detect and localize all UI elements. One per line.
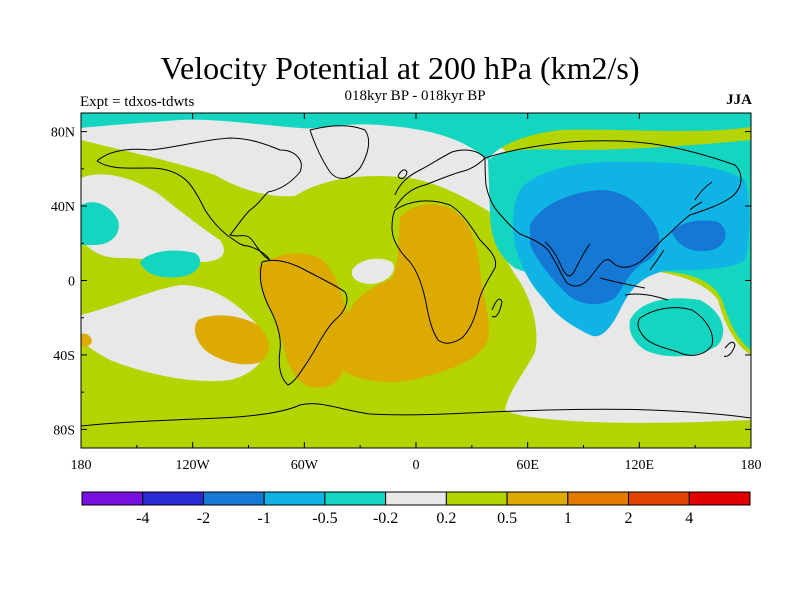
contour-cyan-east-pacific xyxy=(81,202,119,245)
coast-maritime xyxy=(599,249,669,301)
lon-tick-label: 180 xyxy=(741,458,762,473)
colorbar-swatch xyxy=(385,491,447,506)
colorbar-swatch xyxy=(688,491,751,506)
colorbar-swatch xyxy=(263,491,326,506)
coast-greenland xyxy=(309,125,370,179)
lat-tick-label: 80N xyxy=(51,126,75,141)
contour-blue-west-pacific xyxy=(672,220,726,252)
colorbar-swatch xyxy=(324,491,387,506)
colorbar-swatch xyxy=(202,491,265,506)
plot-subtitle: 018kyr BP - 018kyr BP xyxy=(344,88,486,104)
contour-positive-africa xyxy=(340,204,489,383)
coast-antarctica xyxy=(81,403,751,427)
contour-positive-south-america xyxy=(258,253,350,388)
colorbar-swatch xyxy=(506,491,569,506)
colorbar-label: -0.5 xyxy=(312,510,337,527)
contour-neutral-north-america xyxy=(81,113,505,212)
contour-field xyxy=(81,113,751,448)
colorbar-label: 0.5 xyxy=(497,510,517,527)
coast-madagascar xyxy=(491,298,503,318)
colorbar-label: 1 xyxy=(564,510,572,527)
colorbar-label: -2 xyxy=(197,510,210,527)
lon-tick-label: 120E xyxy=(625,458,655,473)
colorbar-label: -1 xyxy=(258,510,271,527)
coast-australia xyxy=(637,307,714,356)
coast-nz xyxy=(723,341,736,357)
coast-uk xyxy=(397,169,408,180)
lon-tick-label: 60W xyxy=(291,458,319,473)
lat-tick-label: 40N xyxy=(51,200,75,215)
colorbar-label: 2 xyxy=(625,510,633,527)
contour-positive-south-pacific xyxy=(194,315,269,365)
coast-asia xyxy=(484,140,742,287)
colorbar-swatch xyxy=(628,491,690,506)
lon-tick-label: 180 xyxy=(71,458,92,473)
contour-neutral-pacific-west xyxy=(81,174,224,262)
colorbar-label: -0.2 xyxy=(373,510,398,527)
contour-positive-dateline xyxy=(81,333,92,347)
contour-neutral-atlantic xyxy=(351,258,394,284)
plot-title: Velocity Potential at 200 hPa (km2/s) xyxy=(160,50,640,86)
contour-cyan-hawaii xyxy=(140,250,201,278)
coast-japan xyxy=(689,181,713,211)
coast-africa xyxy=(391,200,497,344)
experiment-label: Expt = tdxos-tdwts xyxy=(80,94,195,110)
colorbar-swatch xyxy=(445,491,508,506)
colorbar: -4 -2 -1 -0.5 -0.2 0.2 0.5 1 2 4 xyxy=(81,491,751,527)
colorbar-swatch xyxy=(567,491,630,506)
colorbar-label: 0.2 xyxy=(436,510,456,527)
colorbar-swatch xyxy=(142,491,204,506)
lon-tick-label: 120W xyxy=(176,458,211,473)
longitude-axis: 180 120W 60W 0 60E 120E 180 xyxy=(71,113,762,473)
coastlines xyxy=(81,125,751,427)
season-label: JJA xyxy=(726,92,752,108)
colorbar-label: 4 xyxy=(685,510,693,527)
coast-south-america xyxy=(259,259,348,386)
lat-tick-label: 40S xyxy=(53,349,75,364)
lat-tick-label: 80S xyxy=(53,423,75,438)
colorbar-label: -4 xyxy=(136,510,149,527)
lat-tick-label: 0 xyxy=(68,275,75,290)
lon-tick-label: 60E xyxy=(516,458,539,473)
coast-india xyxy=(544,241,591,277)
colorbar-swatch xyxy=(81,491,144,506)
latitude-axis: 80N 40N 0 40S 80S xyxy=(51,126,751,438)
lon-tick-label: 0 xyxy=(413,458,420,473)
contour-cyan-arctic xyxy=(81,113,751,160)
contour-cyan-australia xyxy=(629,298,724,357)
coast-north-america xyxy=(96,137,302,261)
